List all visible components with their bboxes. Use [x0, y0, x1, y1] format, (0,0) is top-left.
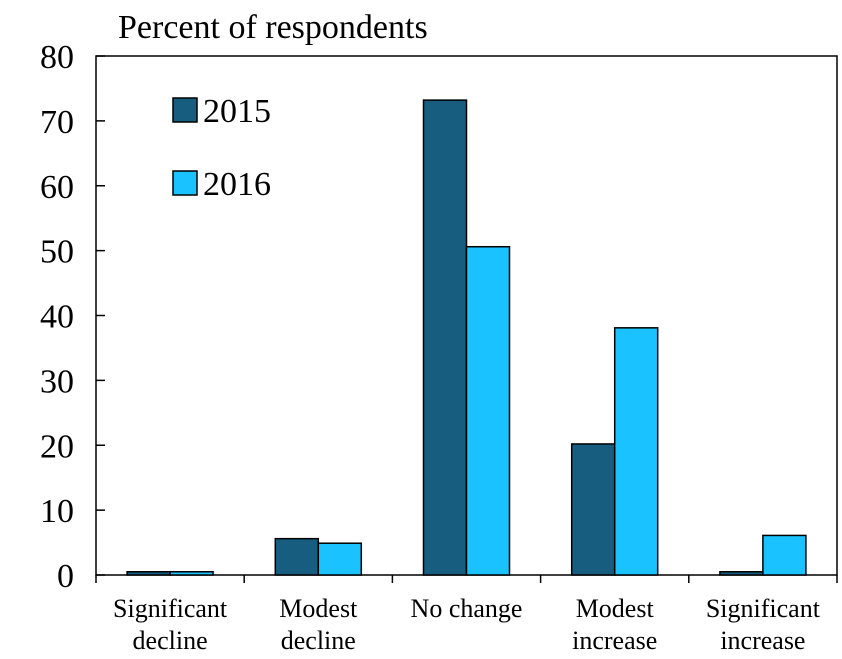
x-category-label: Significant — [113, 594, 228, 623]
y-tick-label: 30 — [40, 363, 74, 400]
legend-swatch-2015 — [172, 97, 198, 123]
x-category-label: No change — [411, 594, 523, 623]
x-category-label: Modest — [576, 594, 655, 623]
y-tick-label: 40 — [40, 299, 74, 336]
x-axis: Significant decline Modest decline No change… — [95, 575, 838, 655]
bar-2016-2 — [465, 245, 511, 576]
bar-2015-1 — [274, 537, 320, 576]
y-tick-label: 10 — [40, 493, 74, 530]
legend: 2015 2016 — [172, 93, 271, 203]
bar-2016-1 — [317, 542, 363, 576]
y-tick-label: 0 — [57, 558, 74, 595]
y-tick-label: 50 — [40, 234, 74, 271]
y-axis: 0 10 20 30 40 50 60 70 80 — [40, 39, 105, 595]
bar-2016-4 — [762, 534, 807, 576]
legend-swatch-2016 — [172, 170, 198, 196]
bar-2015-4 — [719, 571, 764, 576]
y-tick-label: 20 — [40, 428, 74, 465]
bars — [126, 99, 807, 576]
x-category-label: Modest — [279, 594, 358, 623]
chart-title: Percent of respondents — [118, 9, 428, 46]
x-category-label: decline — [133, 626, 208, 655]
x-category-label: decline — [281, 626, 356, 655]
bar-2015-0 — [126, 571, 171, 576]
y-tick-label: 80 — [40, 39, 74, 76]
legend-label-2016: 2016 — [203, 166, 271, 203]
bar-2016-3 — [613, 327, 659, 576]
x-category-label: Significant — [706, 594, 821, 623]
y-tick-label: 60 — [40, 169, 74, 206]
legend-label-2015: 2015 — [203, 93, 271, 130]
x-category-label: increase — [572, 626, 657, 655]
bar-2016-0 — [169, 571, 214, 576]
bar-2015-3 — [570, 443, 616, 576]
bar-2015-2 — [422, 99, 468, 576]
x-category-label: increase — [720, 626, 805, 655]
y-tick-label: 70 — [40, 104, 74, 141]
